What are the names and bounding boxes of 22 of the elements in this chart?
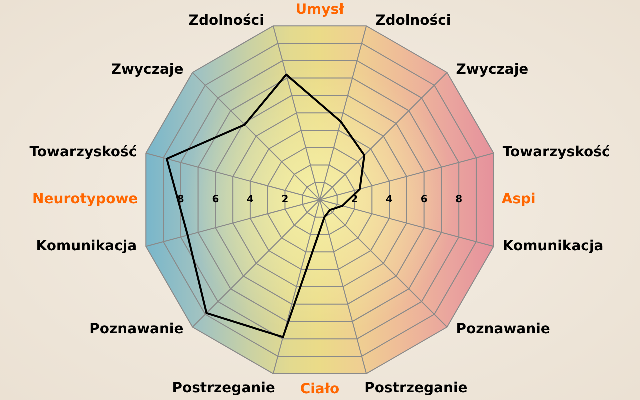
spoke-label: Komunikacja	[36, 238, 138, 255]
spoke-label: Poznawanie	[456, 321, 550, 338]
spoke-label: Zwyczaje	[111, 62, 184, 78]
text: Neurotypowe	[32, 192, 138, 208]
y-tick-label: 4	[386, 194, 394, 206]
y-tick-label: 6	[212, 194, 220, 206]
text: Ciało	[300, 382, 340, 398]
spoke-label: Zdolności	[188, 13, 264, 30]
text: Umysł	[296, 2, 346, 18]
spoke-label: Zwyczaje	[456, 62, 529, 78]
spoke-label: Komunikacja	[502, 238, 604, 255]
spoke-label: Towarzyskość	[502, 144, 610, 161]
y-tick-label: 6	[420, 194, 428, 206]
spoke-label: Towarzyskość	[30, 144, 138, 161]
text: Aspi	[502, 192, 536, 208]
y-tick-label: 4	[246, 194, 254, 206]
spoke-label: Postrzeganie	[172, 380, 276, 397]
y-tick-label: 2	[282, 194, 289, 206]
spoke-label: Zdolności	[376, 13, 452, 30]
y-tick-label: 8	[456, 194, 463, 206]
spoke-label: Postrzeganie	[364, 380, 468, 397]
spoke-label: Poznawanie	[90, 321, 184, 338]
